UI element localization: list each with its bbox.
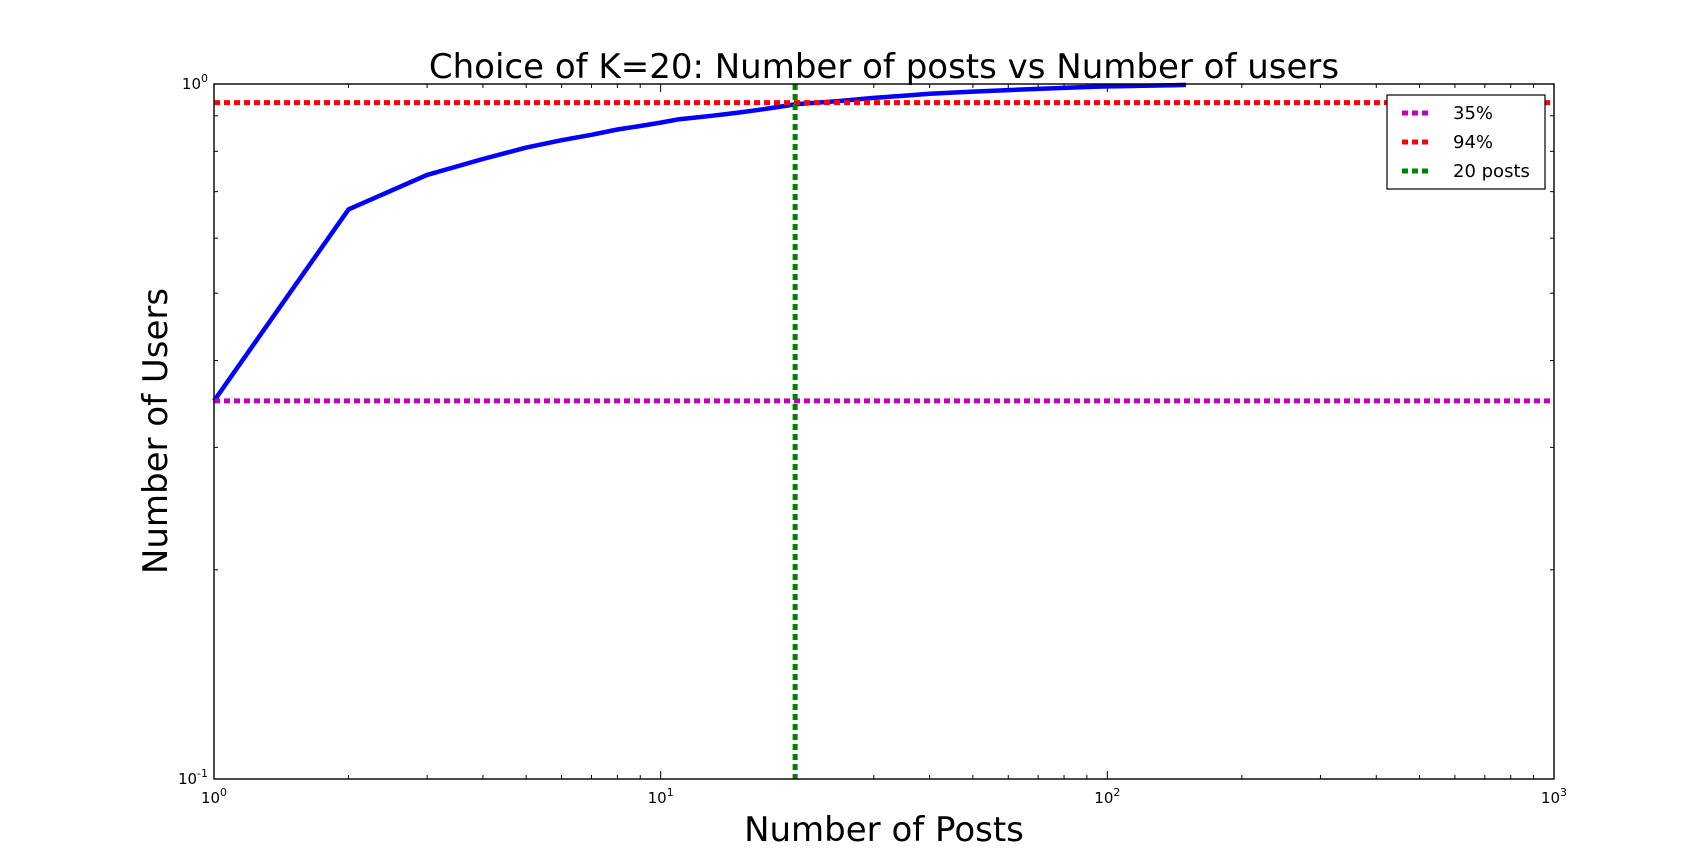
data-line	[212, 82, 1187, 403]
legend-label: 94%	[1453, 132, 1493, 153]
plot-area	[212, 82, 1554, 780]
legend: 35% 94% 20 posts	[1386, 94, 1546, 190]
y-tick-labels: 10-1 100	[178, 72, 208, 788]
legend-label: 20 posts	[1453, 161, 1530, 182]
x-axis-label: Number of Posts	[744, 810, 1024, 850]
x-tick-label: 102	[1094, 786, 1120, 807]
y-tick-label: 100	[182, 72, 208, 93]
x-tick-label: 100	[201, 786, 227, 807]
y-axis-label: Number of Users	[136, 288, 176, 574]
y-tick-label: 10-1	[178, 767, 208, 788]
legend-label: 35%	[1453, 103, 1493, 124]
plot-frame	[213, 83, 1555, 780]
x-tick-label: 103	[1541, 786, 1567, 807]
x-tick-label: 101	[648, 786, 674, 807]
chart-title: Choice of K=20: Number of posts vs Numbe…	[429, 47, 1339, 87]
x-tick-labels: 100 101 102 103	[201, 786, 1567, 807]
